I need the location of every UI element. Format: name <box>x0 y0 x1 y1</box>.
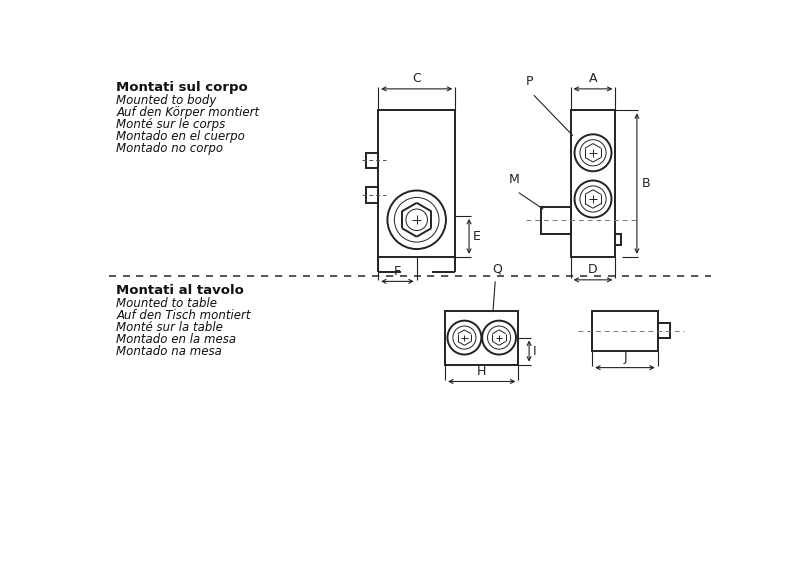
Text: Q: Q <box>492 262 501 275</box>
Circle shape <box>447 321 482 355</box>
Circle shape <box>574 134 611 171</box>
Text: F: F <box>394 265 401 278</box>
Bar <box>366 187 379 203</box>
Text: B: B <box>642 177 650 190</box>
Circle shape <box>580 186 606 212</box>
Bar <box>542 206 571 233</box>
Circle shape <box>574 181 611 218</box>
Text: Montado en la mesa: Montado en la mesa <box>116 333 237 346</box>
Text: P: P <box>526 75 534 88</box>
Bar <box>379 111 455 257</box>
Text: H: H <box>477 365 486 378</box>
Text: E: E <box>473 230 481 243</box>
Circle shape <box>580 140 606 166</box>
Text: Montati al tavolo: Montati al tavolo <box>116 284 244 297</box>
Bar <box>571 111 615 257</box>
Circle shape <box>394 197 439 242</box>
Text: J: J <box>623 351 626 364</box>
Text: Montati sul corpo: Montati sul corpo <box>116 81 248 94</box>
Text: Mounted to body: Mounted to body <box>116 94 217 107</box>
Text: I: I <box>533 344 536 357</box>
Text: A: A <box>588 72 597 85</box>
Bar <box>615 234 622 245</box>
Circle shape <box>387 191 446 249</box>
Text: Auf den Tisch montiert: Auf den Tisch montiert <box>116 309 251 321</box>
Bar <box>445 311 518 365</box>
Text: Mounted to table: Mounted to table <box>116 297 217 310</box>
Circle shape <box>406 209 428 231</box>
Circle shape <box>482 321 516 355</box>
Circle shape <box>453 326 476 349</box>
Text: D: D <box>588 263 598 276</box>
Text: Monté sur la table: Monté sur la table <box>116 321 223 334</box>
Bar <box>366 153 379 168</box>
Bar <box>657 323 670 338</box>
Text: Auf den Körper montiert: Auf den Körper montiert <box>116 106 260 119</box>
Text: M: M <box>509 173 520 186</box>
Text: Montado no corpo: Montado no corpo <box>116 142 223 155</box>
Text: C: C <box>413 72 421 85</box>
Circle shape <box>488 326 511 349</box>
Text: Monté sur le corps: Monté sur le corps <box>116 118 226 131</box>
Text: Montado na mesa: Montado na mesa <box>116 344 223 357</box>
Text: Montado en el cuerpo: Montado en el cuerpo <box>116 130 246 143</box>
Bar <box>592 311 657 351</box>
